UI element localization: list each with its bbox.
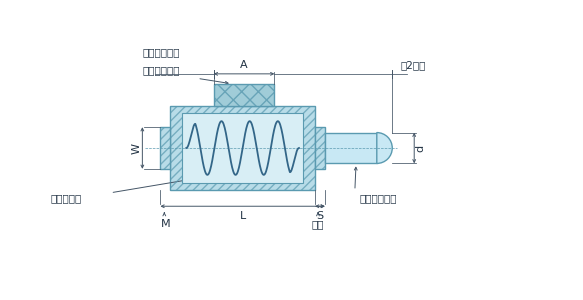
Text: L: L [240,211,246,221]
Text: センターピン: センターピン [360,193,398,203]
Text: A: A [240,60,248,70]
Bar [182,113,303,183]
Bar [170,106,315,190]
Bar [315,127,325,169]
Text: 約2山分: 約2山分 [401,60,426,70]
Text: （緩み防止）: （緩み防止） [142,65,180,75]
Bar [170,106,315,190]
Text: d: d [415,144,425,152]
Text: コイルバネ: コイルバネ [51,193,82,203]
Bar [214,84,275,106]
Text: ロングロック: ロングロック [142,47,180,58]
Bar [325,133,377,164]
Text: S: S [317,211,324,221]
Bar [214,84,275,106]
Text: 本体: 本体 [312,219,324,229]
Bar [160,127,170,169]
Wedge shape [377,133,392,164]
Bar [315,127,325,169]
Bar [160,127,170,169]
Text: M: M [160,219,170,229]
Text: W: W [131,142,141,154]
